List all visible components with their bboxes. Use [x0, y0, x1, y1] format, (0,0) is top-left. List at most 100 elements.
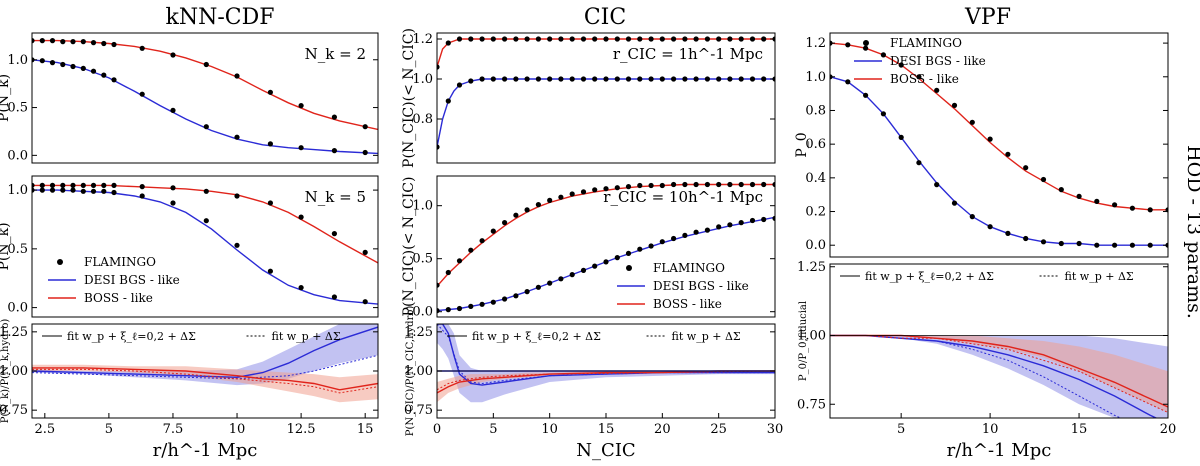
xtick-label-vpf_bot-2: 15: [1071, 422, 1088, 437]
ytick-label-cic_top-2: 1.2: [412, 32, 433, 47]
data-point-knn_top-0-12: [234, 73, 240, 79]
data-point-cic_top-1-7: [513, 76, 519, 82]
ytick-label-vpf_top-4: 0.8: [805, 103, 826, 118]
data-point-knn_top-1-15: [331, 148, 337, 154]
data-point-cic_mid-0-23: [693, 181, 699, 188]
side-label: HOD - 13 params.: [1183, 145, 1200, 319]
ylabel-cic_top: P(N_CIC)(< N_CIC): [401, 28, 417, 168]
xtick-label-knn_bot-1: 5: [105, 422, 113, 437]
data-point-cic_mid-1-25: [716, 224, 722, 230]
ytick-label-vpf_top-2: 0.4: [805, 171, 826, 186]
data-point-cic_mid-0-30: [772, 181, 775, 188]
line-vpf_bot-3: [830, 335, 1122, 418]
data-point-cic_top-0-28: [749, 36, 756, 42]
data-point-cic_top-0-14: [592, 36, 598, 42]
fit-legend-label-knn_bot-1: fit w_p + ΔΣ: [272, 330, 341, 343]
data-point-cic_top-1-21: [671, 76, 677, 82]
annotation-knn_mid: N_k = 5: [305, 188, 366, 206]
data-point-cic_top-1-4: [479, 76, 485, 82]
data-point-cic_top-1-15: [603, 76, 609, 82]
data-point-knn_mid-0-3: [60, 182, 66, 188]
data-point-knn_mid-1-11: [203, 218, 209, 224]
data-point-vpf_top-0-10: [1005, 151, 1011, 157]
xtick-label-vpf_bot-3: 20: [1160, 422, 1177, 437]
data-point-vpf_top-0-17: [1129, 205, 1135, 211]
ytick-label-knn_top-1: 0.5: [7, 101, 28, 116]
data-point-knn_top-1-10: [170, 107, 176, 113]
xlabel-vpf_bot: r/h^-1 Mpc: [947, 440, 1052, 461]
data-point-cic_mid-0-1: [445, 269, 451, 276]
ytick-label-cic_bot-2: 1.25: [404, 325, 433, 340]
legend-label-vpf_top-1: DESI BGS - like: [890, 54, 986, 68]
data-point-cic_mid-1-2: [456, 305, 463, 312]
data-point-cic_mid-0-4: [479, 238, 485, 244]
data-point-knn_top-1-14: [298, 145, 304, 151]
ylabel-knn_bot: P(N_k)/P(N_k,hydro): [0, 319, 11, 424]
data-point-knn_top-0-11: [203, 61, 209, 68]
title-vpf: VPF: [964, 5, 1011, 30]
xlabel-cic_bot: N_CIC: [576, 440, 635, 461]
data-point-cic_top-0-1: [445, 40, 451, 46]
data-point-knn_top-0-14: [298, 103, 304, 109]
ylabel-vpf_top: P_0: [794, 132, 810, 157]
data-point-vpf_top-1-18: [1147, 242, 1153, 248]
data-point-knn_top-0-10: [170, 52, 176, 58]
data-point-cic_mid-0-7: [513, 212, 519, 218]
data-point-cic_mid-0-20: [659, 182, 665, 189]
data-point-cic_top-1-13: [580, 76, 587, 82]
data-point-cic_mid-1-30: [772, 215, 775, 221]
line-knn_top-1: [32, 59, 378, 155]
data-point-cic_mid-1-10: [547, 280, 553, 286]
data-point-knn_mid-1-2: [49, 187, 56, 193]
ytick-label-cic_bot-1: 1.00: [404, 364, 433, 379]
data-point-vpf_top-1-9: [987, 224, 993, 230]
data-point-cic_mid-1-4: [479, 301, 485, 307]
data-point-cic_top-1-22: [682, 76, 688, 82]
data-point-knn_top-1-12: [234, 134, 240, 140]
data-point-cic_top-1-29: [761, 76, 767, 82]
data-point-knn_mid-0-2: [49, 182, 56, 188]
data-point-cic_mid-1-26: [727, 222, 733, 228]
data-point-knn_mid-0-8: [111, 182, 117, 188]
data-point-cic_mid-0-10: [547, 197, 553, 203]
data-point-knn_top-1-1: [39, 58, 45, 64]
data-point-vpf_top-1-8: [969, 214, 975, 220]
data-point-knn_mid-1-5: [80, 188, 86, 194]
data-point-cic_mid-0-22: [682, 181, 688, 188]
data-point-cic_top-0-20: [659, 36, 665, 42]
ytick-label-knn_bot-1: 1.00: [0, 364, 28, 379]
xtick-label-cic_bot-4: 20: [654, 422, 671, 437]
axes-frame-cic_top: [436, 32, 776, 164]
data-point-cic_top-1-9: [535, 76, 542, 82]
data-point-cic_top-1-28: [749, 76, 756, 82]
band-cic_bot-4: [437, 371, 775, 403]
data-point-cic_mid-1-6: [502, 296, 508, 302]
data-point-cic_mid-1-24: [704, 227, 711, 233]
data-point-vpf_top-1-13: [1058, 240, 1064, 247]
data-point-vpf_top-1-10: [1005, 230, 1011, 236]
data-point-knn_mid-1-12: [234, 242, 240, 248]
data-point-cic_mid-1-5: [490, 299, 496, 305]
data-point-cic_top-0-5: [490, 36, 496, 42]
data-point-vpf_top-0-11: [1023, 165, 1029, 171]
legend-label-knn_mid-0: FLAMINGO: [84, 255, 156, 269]
data-point-vpf_top-1-11: [1023, 235, 1029, 242]
legend-marker-vpf_top-0: [863, 40, 869, 46]
data-point-cic_top-0-10: [547, 36, 553, 42]
data-point-cic_top-1-6: [502, 76, 508, 82]
data-point-cic_mid-0-26: [727, 181, 733, 188]
axes-frame-knn_top: [31, 32, 379, 164]
data-point-knn_mid-1-15: [331, 294, 337, 300]
data-point-cic_mid-0-13: [580, 189, 587, 195]
data-point-cic_mid-1-22: [682, 232, 688, 238]
data-point-cic_mid-0-8: [524, 207, 530, 213]
data-point-cic_top-1-23: [693, 76, 699, 82]
data-point-knn_mid-0-1: [39, 182, 45, 188]
data-point-cic_mid-0-14: [592, 187, 598, 193]
data-point-knn_top-0-3: [60, 39, 66, 45]
data-point-cic_mid-0-17: [625, 184, 632, 190]
data-point-cic_top-0-4: [479, 36, 485, 42]
data-point-cic_top-0-19: [648, 36, 654, 42]
data-point-knn_top-0-4: [70, 39, 76, 45]
